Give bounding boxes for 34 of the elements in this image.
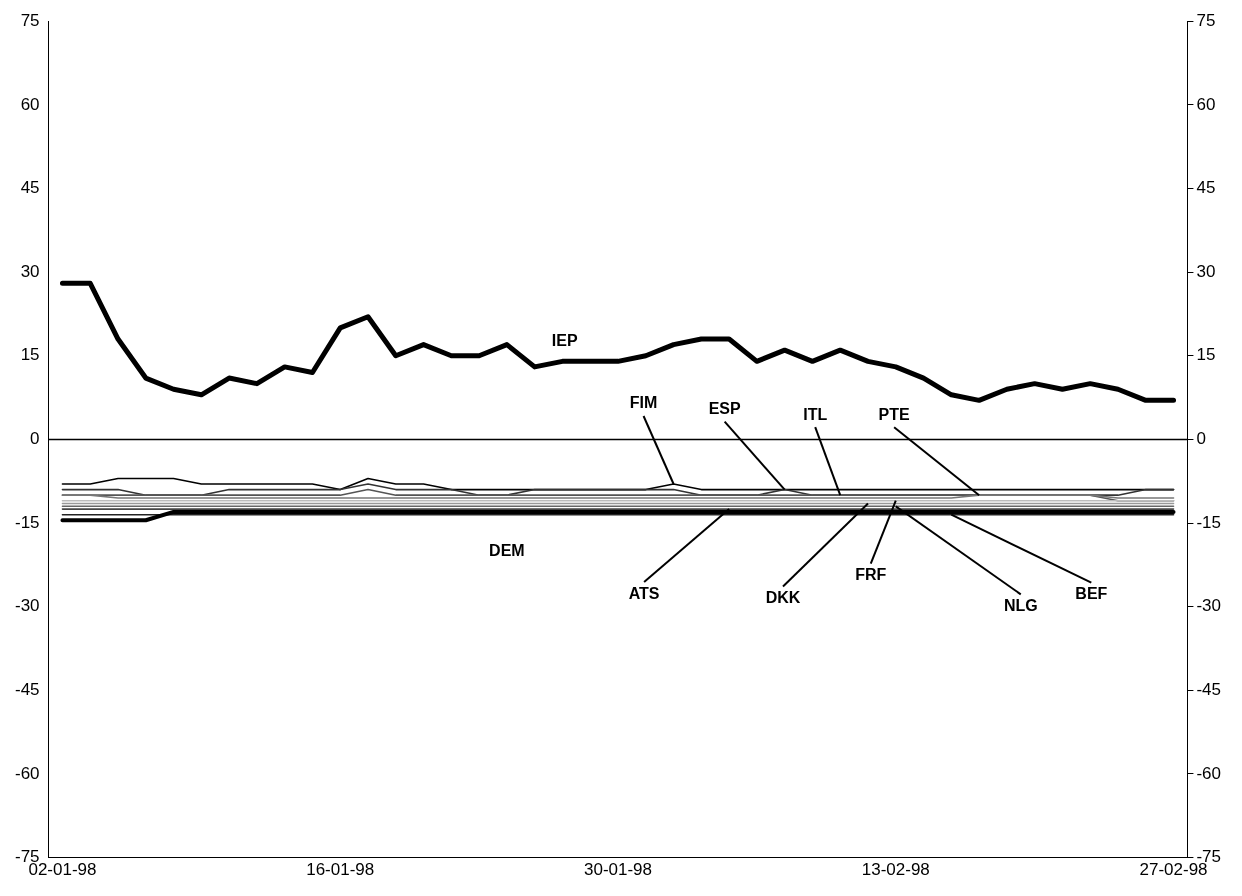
y-tick-label: -15 — [14, 512, 40, 532]
y-tick-label: -60 — [14, 763, 40, 783]
text: BEF — [1075, 585, 1108, 603]
text: ATS — [628, 584, 660, 602]
text: NLG — [1003, 596, 1038, 614]
y2-tick-label: 60 — [1196, 94, 1216, 114]
y2-tick-label: -15 — [1196, 512, 1222, 532]
series-label: DEM — [489, 542, 525, 560]
y-tick-label: 75 — [20, 10, 40, 30]
y-tick-label: 60 — [20, 94, 40, 114]
y-tick-label: 15 — [20, 345, 40, 365]
y2-tick-label: 30 — [1196, 261, 1216, 281]
y2-tick-label: 45 — [1196, 178, 1216, 198]
y2-tick-label: -45 — [1196, 680, 1222, 700]
y-tick-label: 0 — [30, 429, 40, 449]
text: FIM — [629, 394, 658, 412]
y-tick-label: -30 — [14, 596, 40, 616]
y2-tick-label: 0 — [1196, 429, 1206, 449]
text: FRF — [855, 566, 887, 584]
y-tick-label: 45 — [20, 178, 40, 198]
y2-tick-label: -30 — [1196, 596, 1222, 616]
y2-tick-label: 15 — [1196, 345, 1216, 365]
y2-tick-label: 75 — [1196, 10, 1216, 30]
x-tick-label: 13-02-98 — [861, 860, 930, 880]
x-tick-label: 30-01-98 — [583, 860, 653, 880]
y-tick-label: 30 — [20, 261, 40, 281]
x-tick-label: 16-01-98 — [306, 860, 375, 880]
text: ESP — [708, 399, 741, 417]
text: DKK — [765, 588, 801, 606]
y-tick-label: -45 — [14, 680, 40, 700]
series-label: IEP — [551, 332, 578, 350]
text: ITL — [803, 405, 828, 423]
y2-tick-label: -60 — [1196, 763, 1222, 783]
text: PTE — [878, 405, 910, 423]
